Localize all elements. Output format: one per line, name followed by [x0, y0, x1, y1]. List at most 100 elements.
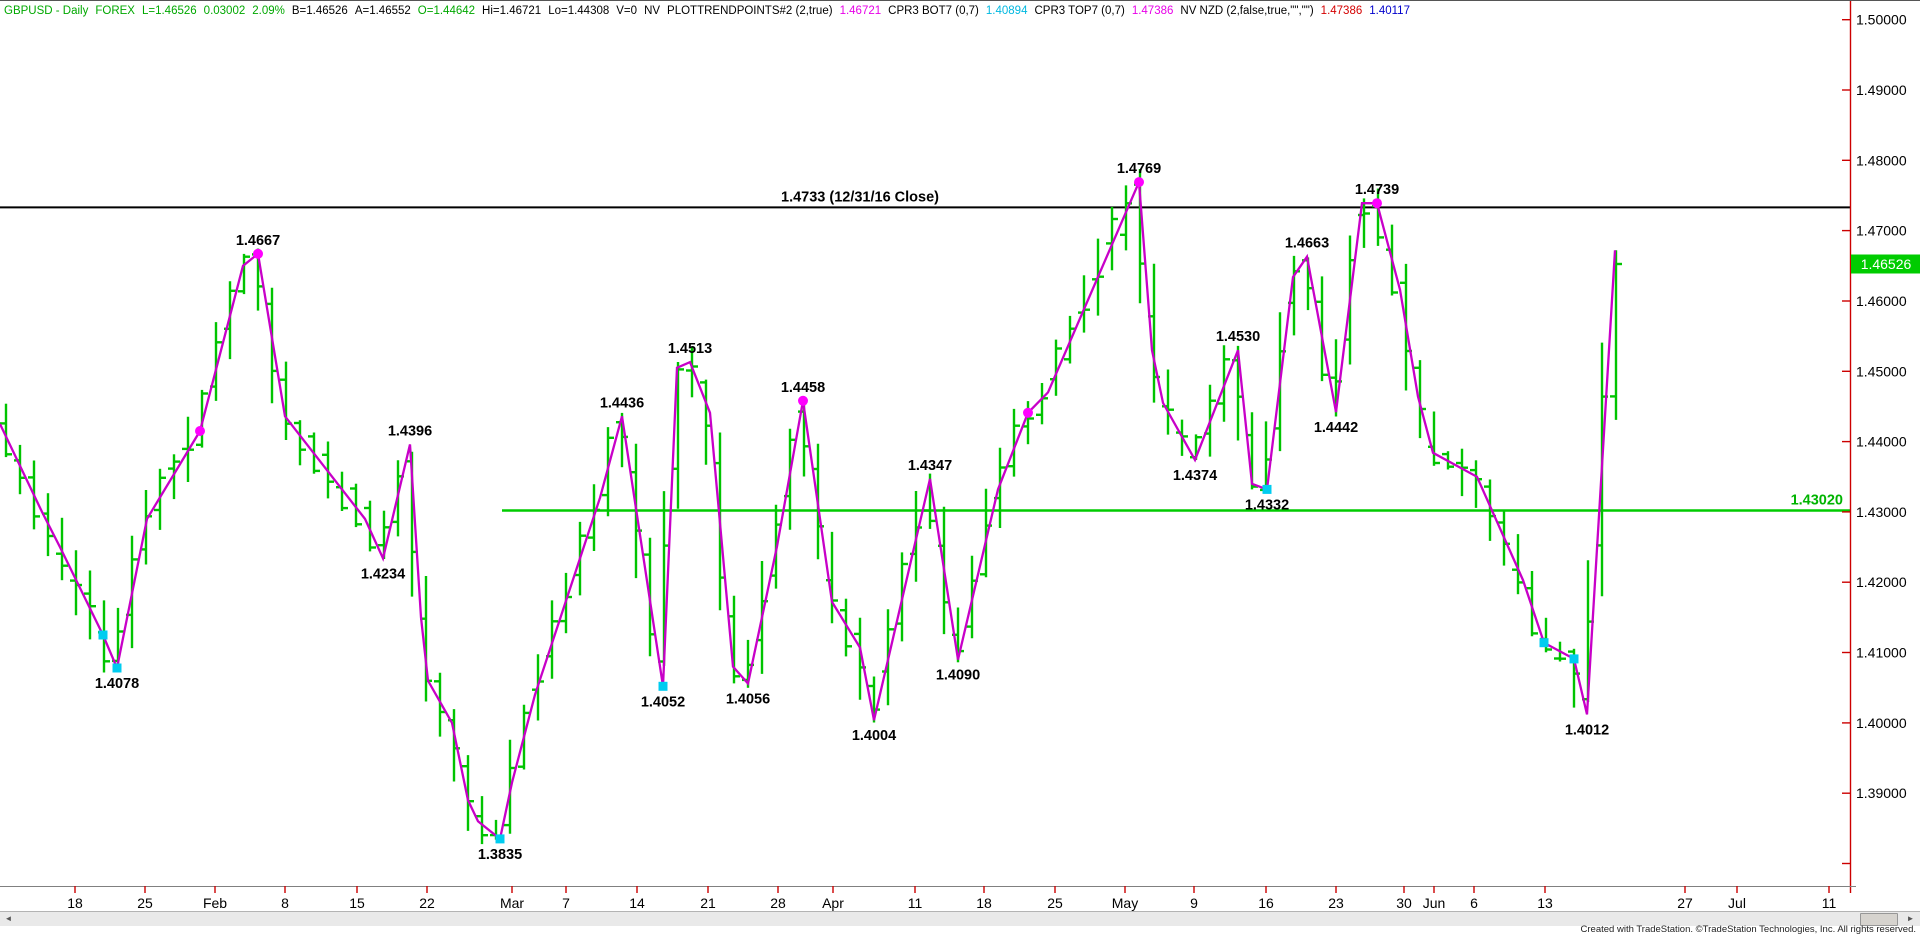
price-bar	[434, 672, 446, 737]
legend-item: 0.03002	[203, 5, 246, 17]
x-tick-label: 11	[1822, 895, 1837, 911]
swing-label: 1.4090	[936, 668, 980, 684]
price-bar	[1106, 206, 1118, 271]
magenta-swing-dot	[1372, 198, 1382, 209]
x-tick-label: Apr	[822, 895, 844, 911]
swing-label: 1.4442	[1314, 420, 1358, 436]
y-axis: 1.50000 1.49000 1.48000 1.47000 1.46000 1.450…	[1842, 1, 1920, 893]
y-tick-label: 1.43000	[1856, 504, 1907, 520]
x-tick-label: 22	[419, 895, 435, 911]
x-tick-label: 9	[1190, 895, 1198, 911]
x-tick-label: Jul	[1728, 895, 1746, 911]
x-tick-label: Mar	[500, 895, 524, 911]
price-bar	[364, 500, 376, 552]
swing-label: 1.4436	[600, 395, 644, 411]
x-tick-label: Jun	[1423, 895, 1446, 911]
price-bar	[854, 617, 866, 700]
scroll-right-icon[interactable]: ►	[1903, 913, 1918, 925]
x-tick-label: 23	[1328, 895, 1344, 911]
legend-item: PLOTTRENDPOINTS#2 (2,true)	[667, 5, 833, 17]
price-bar	[336, 471, 348, 511]
legend-item: FOREX	[95, 5, 135, 17]
cyan-swing-dot	[658, 681, 668, 691]
x-tick-label: 7	[562, 895, 570, 911]
cyan-swing-dot	[98, 630, 108, 640]
price-bar	[1456, 448, 1468, 497]
x-tick-label: 25	[1047, 895, 1063, 911]
swing-label: 1.4739	[1355, 182, 1399, 198]
x-tick-label: 18	[67, 895, 83, 911]
y-tick-label: 1.40000	[1856, 715, 1907, 731]
price-bar	[840, 598, 852, 657]
swing-label: 1.4530	[1216, 329, 1260, 345]
legend-item: Hi=1.46721	[482, 5, 542, 17]
price-bars	[0, 169, 1622, 845]
price-bar	[1120, 185, 1132, 251]
swing-label: 1.4513	[668, 341, 712, 357]
x-tick-label: 14	[629, 895, 645, 911]
price-bar	[168, 454, 180, 500]
scroll-thumb[interactable]	[1860, 913, 1898, 926]
magenta-swing-dot	[253, 248, 263, 259]
y-tick-label: 1.46000	[1856, 293, 1907, 309]
x-tick-label: 18	[976, 895, 992, 911]
swing-label: 1.4012	[1565, 722, 1609, 738]
cyan-swing-dot	[1569, 654, 1579, 664]
cyan-swing-dot	[495, 834, 505, 844]
cyan-swing-dot	[112, 663, 122, 673]
price-bar	[1050, 339, 1062, 396]
x-tick-label: 30	[1396, 895, 1412, 911]
swing-label: 1.3835	[478, 847, 522, 863]
price-bar	[980, 488, 992, 578]
price-bar	[350, 483, 362, 528]
price-bar	[1610, 250, 1622, 420]
chart-canvas[interactable]: 1.4733 (12/31/16 Close) 1.43020 1.4078 1.46…	[0, 0, 1920, 912]
x-tick-label: 13	[1537, 895, 1553, 911]
legend-item: 2.09%	[252, 5, 285, 17]
reference-line-label: 1.4733 (12/31/16 Close)	[781, 189, 939, 205]
swing-label: 1.4234	[361, 566, 405, 582]
swing-labels: 1.4078 1.4667 1.4234 1.4396 1.3835 1.4436 1.40…	[95, 161, 1609, 863]
legend-item: NV NZD (2,false,true,"","")	[1180, 5, 1314, 17]
swing-label: 1.4332	[1245, 497, 1289, 513]
swing-label: 1.4769	[1117, 161, 1161, 177]
y-tick-label: 1.44000	[1856, 434, 1907, 450]
price-bar	[1512, 534, 1524, 595]
x-tick-label: 11	[908, 895, 923, 911]
legend-item: 1.47386	[1320, 5, 1363, 17]
magenta-swing-dot	[1023, 407, 1033, 418]
legend-item: 1.47386	[1131, 5, 1174, 17]
reference-line-label: 1.43020	[1791, 493, 1843, 509]
swing-label: 1.4078	[95, 676, 139, 692]
price-bar	[1078, 275, 1090, 333]
x-tick-label: 25	[137, 895, 153, 911]
swing-label: 1.4396	[388, 423, 432, 439]
last-price-badge	[1851, 254, 1920, 274]
y-tick-label: 1.45000	[1856, 363, 1907, 379]
scroll-left-icon[interactable]: ◄	[1, 913, 16, 925]
price-bar	[196, 389, 208, 448]
legend-item: CPR3 TOP7 (0,7)	[1034, 5, 1125, 17]
price-bar	[1316, 276, 1328, 382]
legend-item: O=1.44642	[417, 5, 476, 17]
legend-item: L=1.46526	[141, 5, 197, 17]
swing-dots	[98, 177, 1579, 844]
swing-label: 1.4663	[1285, 236, 1329, 252]
cyan-swing-dot	[1539, 638, 1549, 648]
price-bar	[476, 796, 488, 845]
x-tick-label: 8	[281, 895, 289, 911]
horizontal-scrollbar: ◄ ►	[0, 911, 1920, 926]
y-tick-label: 1.48000	[1856, 152, 1907, 168]
price-bar	[1414, 360, 1426, 439]
swing-label: 1.4052	[641, 694, 685, 710]
y-tick-label: 1.39000	[1856, 785, 1907, 801]
x-tick-label: Feb	[203, 895, 227, 911]
cyan-swing-dot	[1262, 484, 1272, 494]
x-tick-label: 15	[349, 895, 365, 911]
price-bar	[294, 420, 306, 466]
price-bar	[1008, 408, 1020, 477]
magenta-swing-dot	[195, 426, 205, 436]
legend-item: A=1.46552	[354, 5, 411, 17]
reference-lines: 1.4733 (12/31/16 Close) 1.43020	[0, 189, 1850, 512]
legend-item: V=0	[616, 5, 638, 17]
